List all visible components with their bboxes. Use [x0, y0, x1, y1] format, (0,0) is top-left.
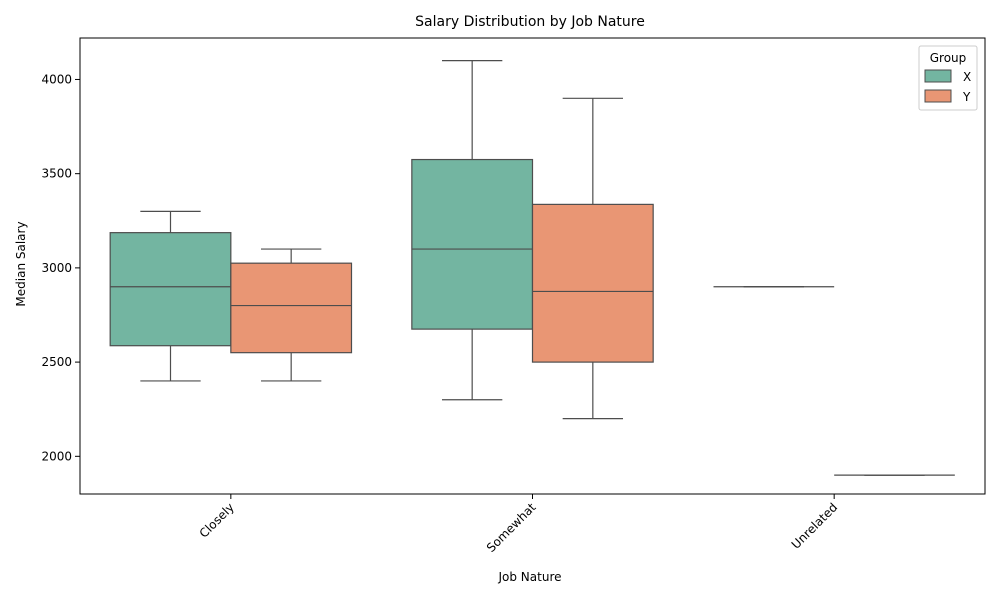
chart-title: Salary Distribution by Job Nature	[415, 14, 645, 30]
y-axis-label: Median Salary	[14, 221, 28, 306]
y-tick-label: 3000	[41, 261, 72, 275]
y-tick-label: 4000	[41, 72, 72, 86]
legend-label-y: Y	[962, 90, 971, 104]
box-x-closely	[109, 232, 232, 347]
legend-label-x: X	[963, 70, 971, 84]
legend-swatch-y	[924, 89, 952, 103]
x-tick-label: Unrelated	[789, 500, 841, 552]
legend: Group XY	[918, 45, 978, 111]
box-y-closely	[230, 262, 353, 354]
x-tick-label: Somewhat	[484, 500, 539, 555]
y-tick-label: 2000	[41, 449, 72, 463]
box-x-somewhat	[411, 158, 534, 330]
legend-swatch-x	[924, 69, 952, 83]
legend-title: Group	[930, 51, 967, 65]
y-tick-label: 3500	[41, 167, 72, 181]
x-tick-label: Closely	[197, 500, 237, 540]
box-y-somewhat	[531, 203, 654, 363]
plot-area: 2000 2500 3000 3500 4000 Closely Somewhat Unrel…	[41, 37, 986, 555]
y-tick-label: 2500	[41, 355, 72, 369]
x-axis-label: Job Nature	[497, 570, 561, 584]
